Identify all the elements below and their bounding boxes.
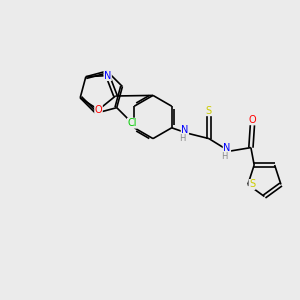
Text: H: H	[221, 152, 227, 161]
Text: N: N	[104, 70, 111, 81]
Text: O: O	[95, 105, 102, 115]
Text: N: N	[181, 124, 189, 135]
Text: O: O	[249, 115, 256, 125]
Text: N: N	[223, 142, 231, 153]
Text: S: S	[249, 179, 255, 190]
Text: Cl: Cl	[128, 118, 137, 128]
Text: S: S	[206, 106, 212, 116]
Text: H: H	[179, 134, 185, 143]
